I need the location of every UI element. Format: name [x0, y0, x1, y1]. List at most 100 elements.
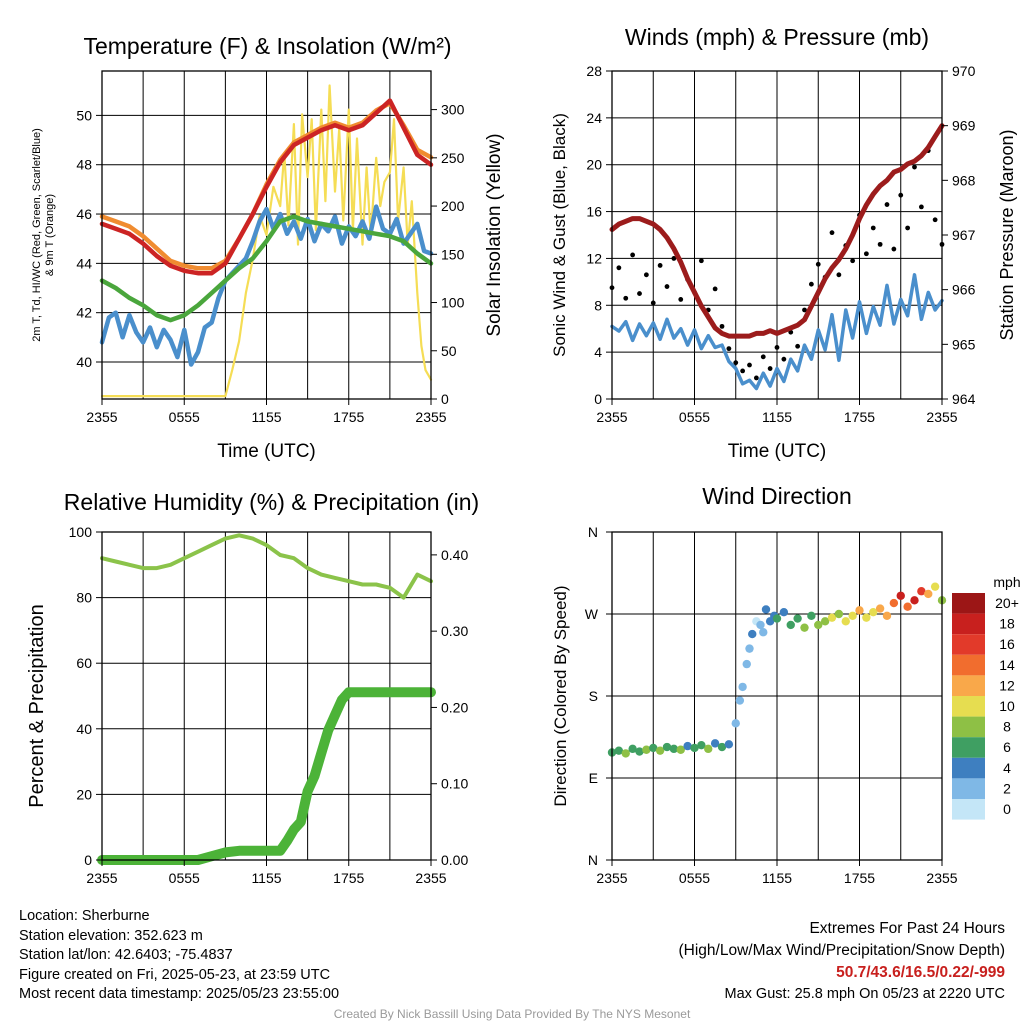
- temperature-x-tick-label: 2355: [86, 409, 117, 425]
- legend-label: 14: [999, 657, 1015, 673]
- winds-y-tick-label: 16: [586, 204, 602, 220]
- winds-x-axis-label: Time (UTC): [728, 441, 827, 462]
- direction-point: [875, 604, 885, 613]
- temperature-y2-tick-label: 150: [441, 246, 465, 262]
- gust-point: [829, 230, 835, 236]
- temperature-title: Temperature (F) & Insolation (W/m²): [83, 33, 451, 59]
- direction-point: [748, 629, 757, 639]
- temperature-y2-tick-label: 200: [441, 198, 465, 214]
- gust-point: [664, 284, 670, 289]
- direction-point: [690, 743, 699, 753]
- temperature-y-axis-label: 2m T, Td, HI/WC (Red, Green, Scarlet/Blu…: [31, 128, 43, 342]
- legend-swatch: [952, 778, 985, 799]
- winds-y2-tick-label: 970: [952, 63, 976, 79]
- recent-text: Most recent data timestamp: 2025/05/23 2…: [19, 986, 340, 1002]
- gust-point: [808, 281, 814, 287]
- direction-point: [827, 613, 837, 622]
- direction-y-tick-label: N: [588, 852, 598, 868]
- direction-point: [621, 749, 630, 758]
- temperature-y-tick-label: 48: [76, 157, 92, 173]
- credit-text: Created By Nick Bassill Using Data Provi…: [333, 1007, 691, 1021]
- gust-point: [719, 323, 725, 329]
- gust-point: [877, 241, 883, 247]
- direction-point: [614, 746, 624, 755]
- humidity-x-tick-label: 2355: [86, 870, 117, 886]
- legend-swatch: [952, 757, 985, 779]
- gust-point: [753, 375, 759, 381]
- gust-point: [781, 356, 787, 362]
- winds-y-tick-label: 12: [586, 250, 602, 266]
- gust-point: [657, 263, 663, 268]
- humidity-y2-tick-label: 0.00: [441, 852, 468, 868]
- legend-swatch: [952, 634, 985, 655]
- sonic-wind-line: [610, 273, 944, 391]
- gust-point: [760, 354, 766, 360]
- gust-point: [671, 256, 677, 261]
- winds-y2-tick-label: 965: [952, 336, 976, 352]
- temp-2m-line: [99, 98, 434, 276]
- direction-point: [735, 696, 745, 705]
- direction-point: [635, 747, 644, 756]
- gust-point: [767, 366, 773, 371]
- max-gust-text: Max Gust: 25.8 mph On 05/23 at 2220 UTC: [724, 986, 1005, 1002]
- humidity-y-tick-label: 80: [76, 590, 92, 606]
- temperature-x-tick-label: 1155: [251, 409, 281, 425]
- direction-x-tick-label: 1155: [762, 870, 792, 886]
- pressure-line: [609, 123, 945, 339]
- winds-y2-tick-label: 967: [952, 227, 976, 243]
- direction-point: [862, 613, 871, 622]
- humidity-title: Relative Humidity (%) & Precipitation (i…: [64, 489, 479, 515]
- direction-y-tick-label: E: [589, 770, 598, 786]
- legend-label: 4: [1003, 760, 1011, 776]
- insolation-line: [100, 84, 433, 398]
- gust-point: [678, 297, 684, 302]
- direction-point: [717, 742, 727, 752]
- legend-swatch: [952, 654, 985, 676]
- winds-y-tick-label: 8: [594, 297, 602, 313]
- direction-title: Wind Direction: [702, 483, 852, 509]
- direction-x-tick-label: 1755: [844, 870, 875, 886]
- humidity-x-tick-label: 0555: [169, 870, 200, 886]
- legend-label: 2: [1003, 780, 1011, 796]
- direction-point: [896, 591, 905, 600]
- temperature-y-tick-label: 46: [76, 206, 92, 222]
- direction-point: [655, 746, 665, 755]
- heat-index-line: [99, 204, 434, 367]
- direction-point: [756, 620, 765, 630]
- elevation-text: Station elevation: 352.623 m: [19, 927, 203, 944]
- dewpoint-line: [99, 214, 434, 323]
- temperature-y2-axis-label: Solar Insolation (Yellow): [484, 133, 505, 336]
- winds-y-tick-label: 20: [586, 157, 602, 173]
- gust-point: [747, 362, 752, 368]
- winds-y-tick-label: 0: [594, 391, 602, 407]
- direction-point: [761, 605, 771, 614]
- gust-point: [884, 202, 890, 207]
- legend-swatch: [952, 737, 985, 758]
- legend-label: 0: [1003, 801, 1011, 817]
- humidity-y-tick-label: 100: [69, 524, 93, 540]
- gust-point: [891, 246, 897, 252]
- legend-swatch: [952, 675, 985, 696]
- temperature-y-axis-label: & 9m T (Orange): [44, 194, 56, 276]
- direction-point: [889, 598, 899, 608]
- direction-point: [676, 745, 685, 754]
- direction-point: [742, 659, 751, 669]
- humidity-y-tick-label: 0: [84, 852, 92, 868]
- direction-point: [855, 606, 864, 615]
- direction-point: [697, 741, 706, 750]
- direction-point: [910, 596, 919, 605]
- winds-x-tick-label: 0555: [679, 409, 710, 425]
- direction-point: [903, 602, 912, 611]
- gust-point: [795, 343, 801, 349]
- legend-label: 8: [1003, 719, 1011, 735]
- winds-y-tick-label: 4: [594, 344, 602, 360]
- direction-point: [807, 611, 816, 621]
- gust-point: [630, 252, 636, 258]
- direction-y-tick-label: W: [585, 606, 599, 622]
- direction-point: [683, 741, 692, 751]
- gust-point: [918, 204, 924, 210]
- direction-y-tick-label: N: [588, 524, 598, 540]
- humidity-y2-tick-label: 0.10: [441, 776, 468, 792]
- temperature-y2-tick-label: 300: [441, 102, 465, 118]
- gust-point: [698, 258, 704, 264]
